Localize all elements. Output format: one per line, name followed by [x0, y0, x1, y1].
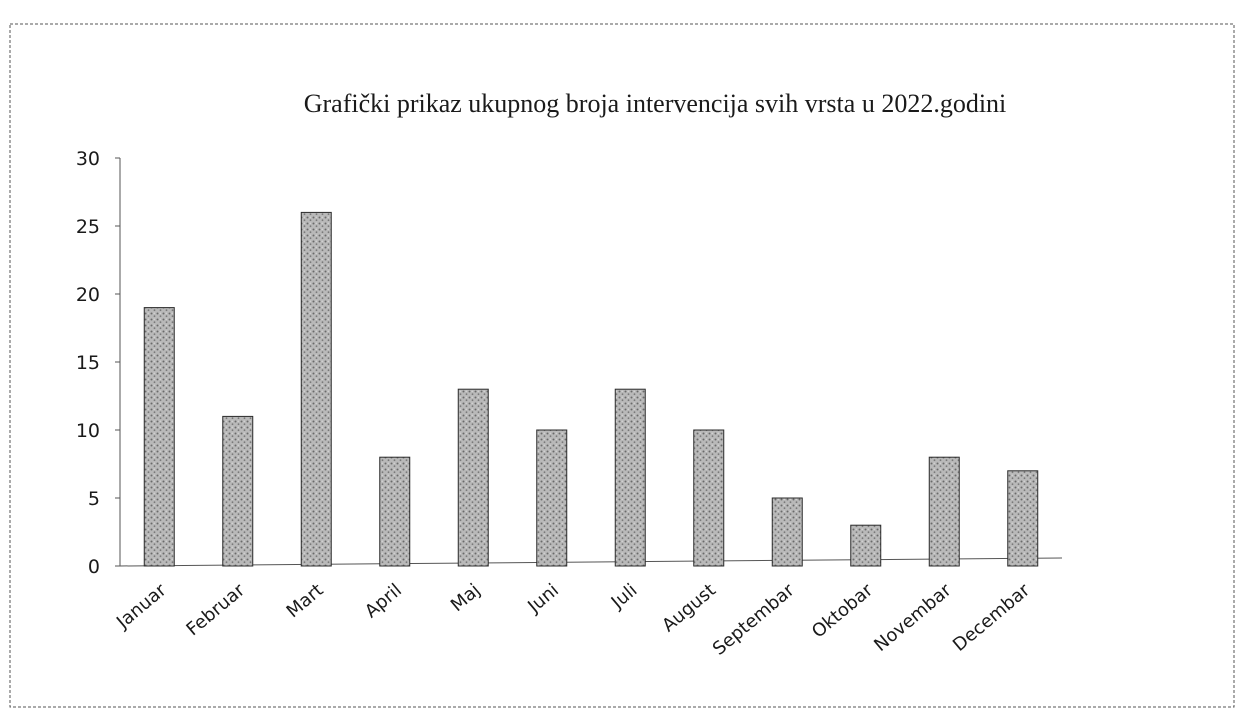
bar-mart	[300, 211, 332, 567]
bar-januar	[143, 307, 175, 567]
bar-novembar	[928, 456, 960, 567]
bar-oktobar	[850, 524, 882, 567]
bar-juli	[614, 388, 646, 567]
bar-august	[693, 429, 725, 567]
x-axis-line	[119, 557, 1063, 567]
y-tick-label: 5	[88, 488, 100, 510]
y-tick-label: 10	[76, 420, 100, 442]
y-tick-label: 20	[76, 284, 100, 306]
chart-border	[9, 23, 1235, 708]
y-tick-label: 25	[76, 216, 100, 238]
chart-title: Grafički prikaz ukupnog broja intervenci…	[304, 89, 1007, 118]
bar-juni	[536, 429, 568, 567]
y-tick-labels: 0 5 10 15 20 25 30	[76, 148, 100, 578]
y-tick-label: 0	[88, 556, 100, 578]
bar-maj	[457, 388, 489, 567]
bar-februar	[222, 415, 254, 567]
axes	[115, 157, 1063, 567]
bar-septembar	[771, 497, 803, 567]
bars	[143, 211, 1039, 567]
bar-april	[379, 456, 411, 567]
y-tick-label: 30	[76, 148, 100, 170]
y-tick-label: 15	[76, 352, 100, 374]
bar-decembar	[1007, 470, 1039, 567]
